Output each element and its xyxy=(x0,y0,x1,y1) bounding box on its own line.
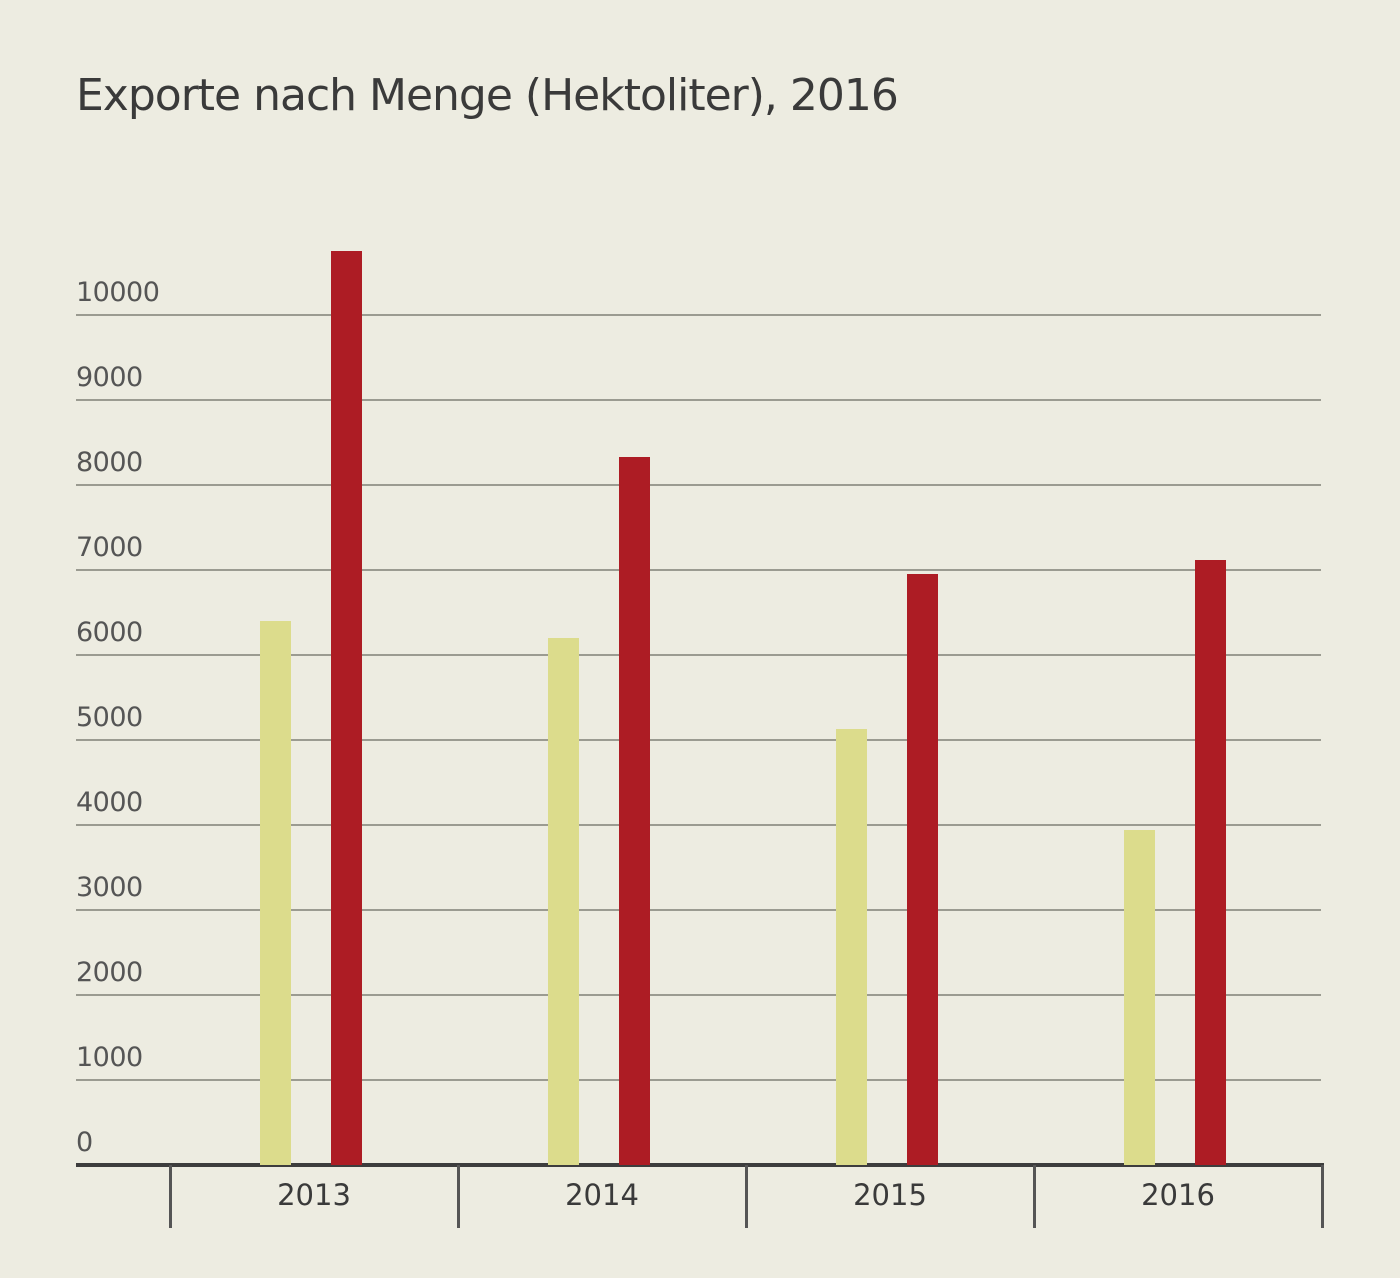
chart-title: Exporte nach Menge (Hektoliter), 2016 xyxy=(76,70,899,121)
gridline xyxy=(76,739,1321,741)
gridline xyxy=(76,569,1321,571)
x-axis-line xyxy=(76,1163,1324,1167)
x-axis-tick xyxy=(745,1165,748,1228)
y-tick-label: 6000 xyxy=(76,617,143,648)
bar-2015-series-1 xyxy=(836,728,867,1165)
y-tick-label: 3000 xyxy=(76,872,143,903)
gridline xyxy=(76,484,1321,486)
y-tick-label: 2000 xyxy=(76,957,143,988)
x-axis-tick xyxy=(1033,1165,1036,1228)
gridline xyxy=(76,399,1321,401)
bar-2016-series-1 xyxy=(1124,830,1155,1165)
y-tick-label: 9000 xyxy=(76,362,143,393)
gridline xyxy=(76,314,1321,316)
gridline xyxy=(76,994,1321,996)
x-axis-tick xyxy=(169,1165,172,1228)
bar-2014-series-1 xyxy=(548,638,579,1165)
y-tick-label: 4000 xyxy=(76,787,143,818)
y-tick-label: 10000 xyxy=(76,277,160,308)
bar-2014-series-2 xyxy=(619,456,650,1165)
x-axis-tick xyxy=(457,1165,460,1228)
bar-2015-series-2 xyxy=(907,574,938,1165)
x-tick-label: 2014 xyxy=(565,1178,639,1212)
gridline xyxy=(76,824,1321,826)
x-tick-label: 2015 xyxy=(853,1178,927,1212)
gridline xyxy=(76,1079,1321,1081)
gridline xyxy=(76,909,1321,911)
y-tick-label: 7000 xyxy=(76,532,143,563)
y-tick-label: 0 xyxy=(76,1127,93,1158)
bar-2016-series-2 xyxy=(1195,559,1226,1165)
y-tick-label: 1000 xyxy=(76,1042,143,1073)
x-tick-label: 2016 xyxy=(1141,1178,1215,1212)
x-tick-label: 2013 xyxy=(277,1178,351,1212)
gridline xyxy=(76,654,1321,656)
y-tick-label: 5000 xyxy=(76,702,143,733)
bar-2013-series-2 xyxy=(331,251,362,1165)
bar-2013-series-1 xyxy=(260,621,291,1165)
y-tick-label: 8000 xyxy=(76,447,143,478)
x-axis-tick xyxy=(1321,1165,1324,1228)
